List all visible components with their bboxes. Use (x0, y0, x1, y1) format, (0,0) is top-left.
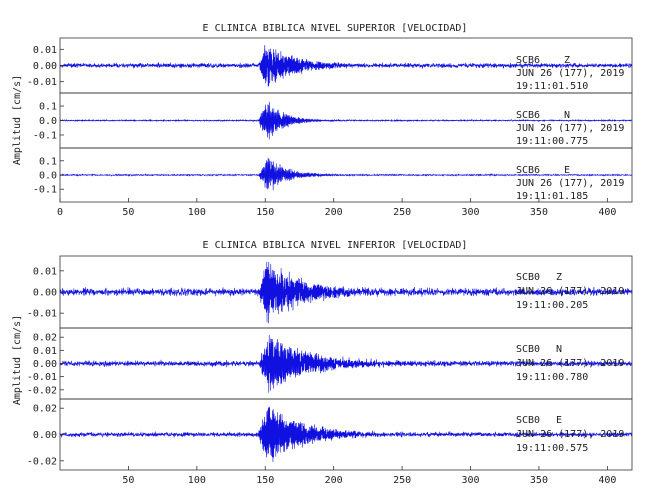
trace-date: JUN 26 (177), 2019 (516, 358, 624, 369)
trace-station: SCB6 (516, 110, 540, 121)
y-tick-label: -0.01 (27, 77, 57, 88)
x-tick-label: 350 (530, 475, 548, 486)
y-tick-label: 0.00 (33, 288, 57, 299)
trace-scb0-e: 0.020.00-0.02 SCB0 E JUN 26 (177), 2019 … (27, 398, 633, 471)
y-tick-label: 0.1 (39, 102, 57, 113)
x-tick-label: 300 (461, 475, 479, 486)
x-tick-label: 100 (188, 207, 206, 218)
y-axis-label: Amplitud [cm/s] (12, 75, 23, 165)
y-tick-label: -0.02 (27, 385, 57, 396)
trace-scb6-z-line (59, 44, 633, 87)
x-axis: 0 50 100 150 200 250 300 350 400 (57, 198, 616, 218)
y-tick-label: 0.01 (33, 45, 57, 56)
trace-time: 19:11:01.510 (516, 81, 588, 92)
panel-nivel-superior: E CLINICA BIBLICA NIVEL SUPERIOR [VELOCI… (12, 23, 633, 218)
y-tick-label: -0.1 (33, 185, 57, 196)
y-tick-label: 0.1 (39, 156, 57, 167)
y-tick-label: 0.01 (33, 266, 57, 277)
panel-title: E CLINICA BIBLICA NIVEL SUPERIOR [VELOCI… (203, 23, 468, 34)
trace-time: 19:11:00.205 (516, 300, 588, 311)
y-axis-label: Amplitud [cm/s] (12, 315, 23, 405)
trace-date: JUN 26 (177), 2019 (516, 68, 624, 79)
y-tick-label: 0.02 (33, 404, 57, 415)
trace-scb6-n-line (59, 101, 633, 140)
x-tick-label: 250 (393, 207, 411, 218)
y-tick-label: 0.02 (33, 333, 57, 344)
trace-scb6-e: 0.1 0.0 -0.1 SCB6 E JUN 26 (177), 2019 19:… (33, 147, 633, 203)
trace-scb6-e-line (59, 157, 633, 191)
y-ticks: 0.01 0.00 -0.01 (27, 45, 64, 88)
y-tick-label: 0.00 (33, 359, 57, 370)
x-tick-label: 200 (325, 207, 343, 218)
x-axis: 50 100 150 200 250 300 350 400 (122, 466, 616, 486)
y-ticks: 0.02 0.01 0.00 -0.01 -0.02 (27, 333, 64, 396)
x-tick-label: 400 (598, 207, 616, 218)
trace-station: SCB6 (516, 165, 540, 176)
y-ticks: 0.01 0.00 -0.01 (27, 266, 64, 320)
trace-component: N (556, 344, 562, 355)
panel-nivel-inferior: E CLINICA BIBLICA NIVEL INFERIOR [VELOCI… (12, 240, 633, 486)
y-ticks: 0.02 0.00 -0.02 (27, 404, 64, 467)
trace-time: 19:11:01.185 (516, 191, 588, 202)
y-tick-label: -0.02 (27, 456, 57, 467)
x-tick-label: 150 (256, 207, 274, 218)
trace-component: Z (564, 55, 570, 66)
y-tick-label: -0.1 (33, 130, 57, 141)
trace-scb0-z: 0.010.00-0.01 SCB0 Z JUN 26 (177), 2019 … (27, 255, 633, 329)
y-tick-label: 0.0 (39, 171, 57, 182)
trace-scb0-n-line (59, 334, 633, 393)
trace-date: JUN 26 (177), 2019 (516, 123, 624, 134)
panel-title: E CLINICA BIBLICA NIVEL INFERIOR [VELOCI… (203, 240, 468, 251)
y-tick-label: -0.01 (27, 372, 57, 383)
trace-component: E (556, 415, 562, 426)
y-tick-label: 0.00 (33, 61, 57, 72)
y-ticks: 0.1 0.0 -0.1 (33, 102, 64, 141)
trace-date: JUN 26 (177), 2019 (516, 429, 624, 440)
trace-component: N (564, 110, 570, 121)
x-tick-label: 50 (122, 475, 134, 486)
trace-date: JUN 26 (177), 2019 (516, 286, 624, 297)
trace-time: 19:11:00.780 (516, 372, 588, 383)
trace-station: SCB6 (516, 55, 540, 66)
trace-station: SCB0 (516, 415, 540, 426)
y-tick-label: 0.00 (33, 430, 57, 441)
trace-time: 19:11:00.575 (516, 443, 588, 454)
trace-time: 19:11:00.775 (516, 136, 588, 147)
trace-component: E (564, 165, 570, 176)
y-ticks: 0.1 0.0 -0.1 (33, 156, 64, 196)
y-tick-label: -0.01 (27, 309, 57, 320)
x-tick-label: 200 (325, 475, 343, 486)
trace-station: SCB0 (516, 272, 540, 283)
x-tick-label: 0 (57, 207, 63, 218)
x-tick-label: 300 (461, 207, 479, 218)
y-tick-label: 0.01 (33, 346, 57, 357)
trace-date: JUN 26 (177), 2019 (516, 178, 624, 189)
trace-scb0-z-line (59, 261, 633, 324)
trace-station: SCB0 (516, 344, 540, 355)
trace-component: Z (556, 272, 562, 283)
x-tick-label: 350 (530, 207, 548, 218)
trace-scb6-z: 0.010.00-0.01 SCB6 Z JUN 26 (177), 2019 … (27, 37, 633, 94)
x-tick-label: 150 (256, 475, 274, 486)
x-tick-label: 250 (393, 475, 411, 486)
x-tick-label: 100 (188, 475, 206, 486)
x-tick-label: 50 (122, 207, 134, 218)
trace-scb0-e-line (59, 406, 633, 463)
y-tick-label: 0.0 (39, 116, 57, 127)
x-tick-label: 400 (598, 475, 616, 486)
